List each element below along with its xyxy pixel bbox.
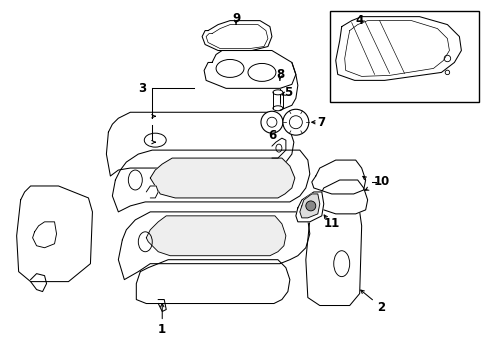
Text: 2: 2 — [377, 301, 385, 314]
Text: 1: 1 — [158, 323, 166, 336]
Text: 7: 7 — [317, 116, 325, 129]
Polygon shape — [106, 112, 293, 176]
Polygon shape — [118, 212, 309, 280]
Ellipse shape — [261, 111, 283, 133]
Text: 3: 3 — [138, 82, 146, 95]
Polygon shape — [305, 202, 361, 306]
Polygon shape — [146, 186, 158, 198]
Bar — [329, 11, 478, 102]
Polygon shape — [279, 62, 297, 110]
Text: 6: 6 — [267, 129, 276, 142]
Ellipse shape — [283, 109, 308, 135]
Polygon shape — [295, 192, 323, 222]
Polygon shape — [146, 216, 285, 256]
Polygon shape — [17, 186, 92, 282]
Ellipse shape — [305, 201, 315, 211]
Polygon shape — [299, 194, 319, 218]
Polygon shape — [112, 150, 309, 212]
Polygon shape — [202, 21, 271, 50]
Text: 8: 8 — [275, 68, 284, 81]
Polygon shape — [335, 17, 461, 80]
Polygon shape — [271, 138, 285, 158]
Polygon shape — [150, 158, 294, 198]
Text: 9: 9 — [231, 12, 240, 25]
Ellipse shape — [272, 90, 283, 95]
Text: 5: 5 — [283, 86, 291, 99]
Polygon shape — [136, 260, 289, 303]
Polygon shape — [203, 50, 295, 88]
Polygon shape — [315, 180, 367, 214]
Polygon shape — [33, 222, 57, 248]
Text: 11: 11 — [323, 217, 339, 230]
Polygon shape — [311, 160, 365, 194]
Text: 4: 4 — [355, 14, 363, 27]
Text: 10: 10 — [373, 175, 389, 189]
